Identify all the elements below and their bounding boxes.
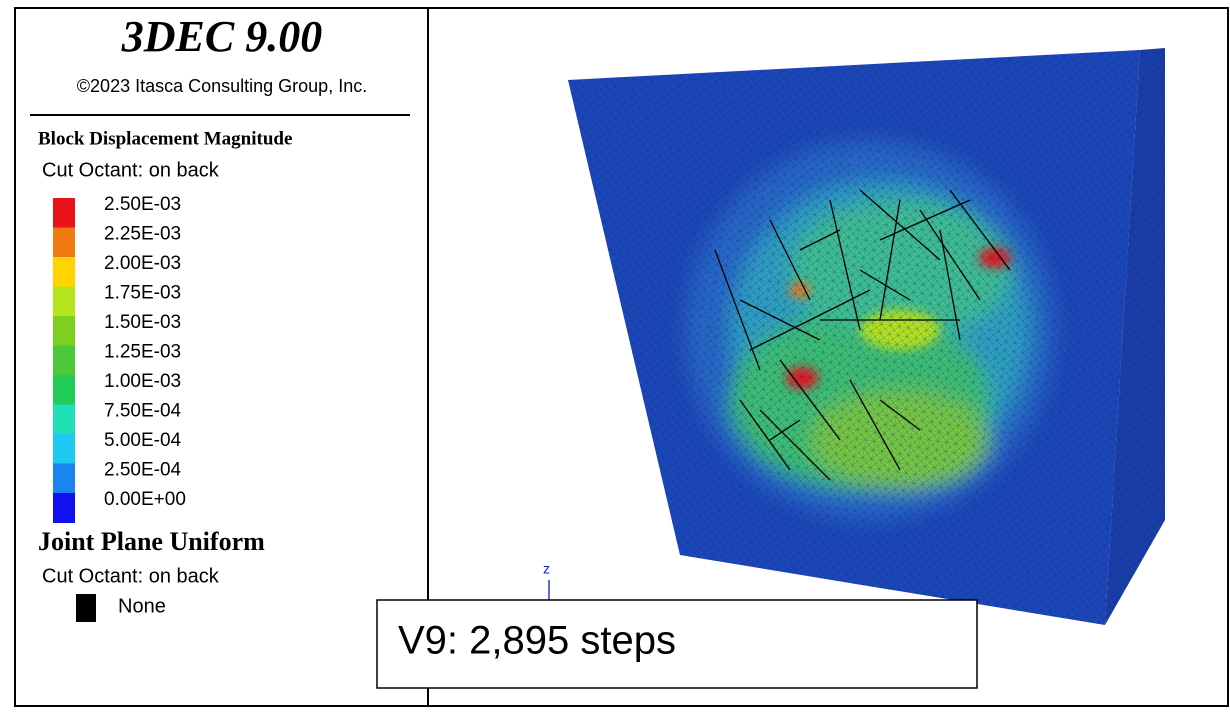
legend-label: None: [118, 595, 166, 617]
legend-swatch: [53, 405, 75, 435]
app-title: 3DEC 9.00: [121, 12, 322, 61]
screen: z 3DEC 9.00 ©2023 Itasca Consulting Grou…: [0, 0, 1230, 708]
legend-swatch: [53, 287, 75, 317]
legend-swatch: [76, 594, 96, 622]
legend-swatch: [53, 198, 75, 228]
legend-swatch: [53, 434, 75, 464]
overlay-text: V9: 2,895 steps: [398, 619, 676, 663]
legend-swatch: [53, 464, 75, 494]
legend-label: 2.25E-03: [104, 224, 181, 245]
legend-swatch: [53, 493, 75, 523]
legend-swatch: [53, 346, 75, 376]
legend-label: 1.00E-03: [104, 371, 181, 392]
legend-label: 0.00E+00: [104, 489, 186, 510]
legend-subtitle: Cut Octant: on back: [42, 159, 220, 181]
copyright: ©2023 Itasca Consulting Group, Inc.: [77, 76, 367, 96]
legend-label: 1.75E-03: [104, 283, 181, 304]
legend-label: 2.50E-04: [104, 460, 182, 481]
axis-label: z: [543, 561, 550, 577]
legend-subtitle: Cut Octant: on back: [42, 565, 220, 587]
legend-swatch: [53, 228, 75, 258]
legend-label: 7.50E-04: [104, 401, 182, 422]
legend-swatch: [53, 257, 75, 287]
legend-label: 2.50E-03: [104, 194, 181, 215]
legend-label: 1.25E-03: [104, 342, 181, 363]
legend-swatch: [53, 375, 75, 405]
legend-label: 1.50E-03: [104, 312, 181, 333]
legend-label: 2.00E-03: [104, 253, 181, 274]
legend-title: Block Displacement Magnitude: [38, 128, 292, 149]
legend-label: 5.00E-04: [104, 430, 182, 451]
legend-title: Joint Plane Uniform: [38, 527, 265, 556]
legend-swatch: [53, 316, 75, 346]
